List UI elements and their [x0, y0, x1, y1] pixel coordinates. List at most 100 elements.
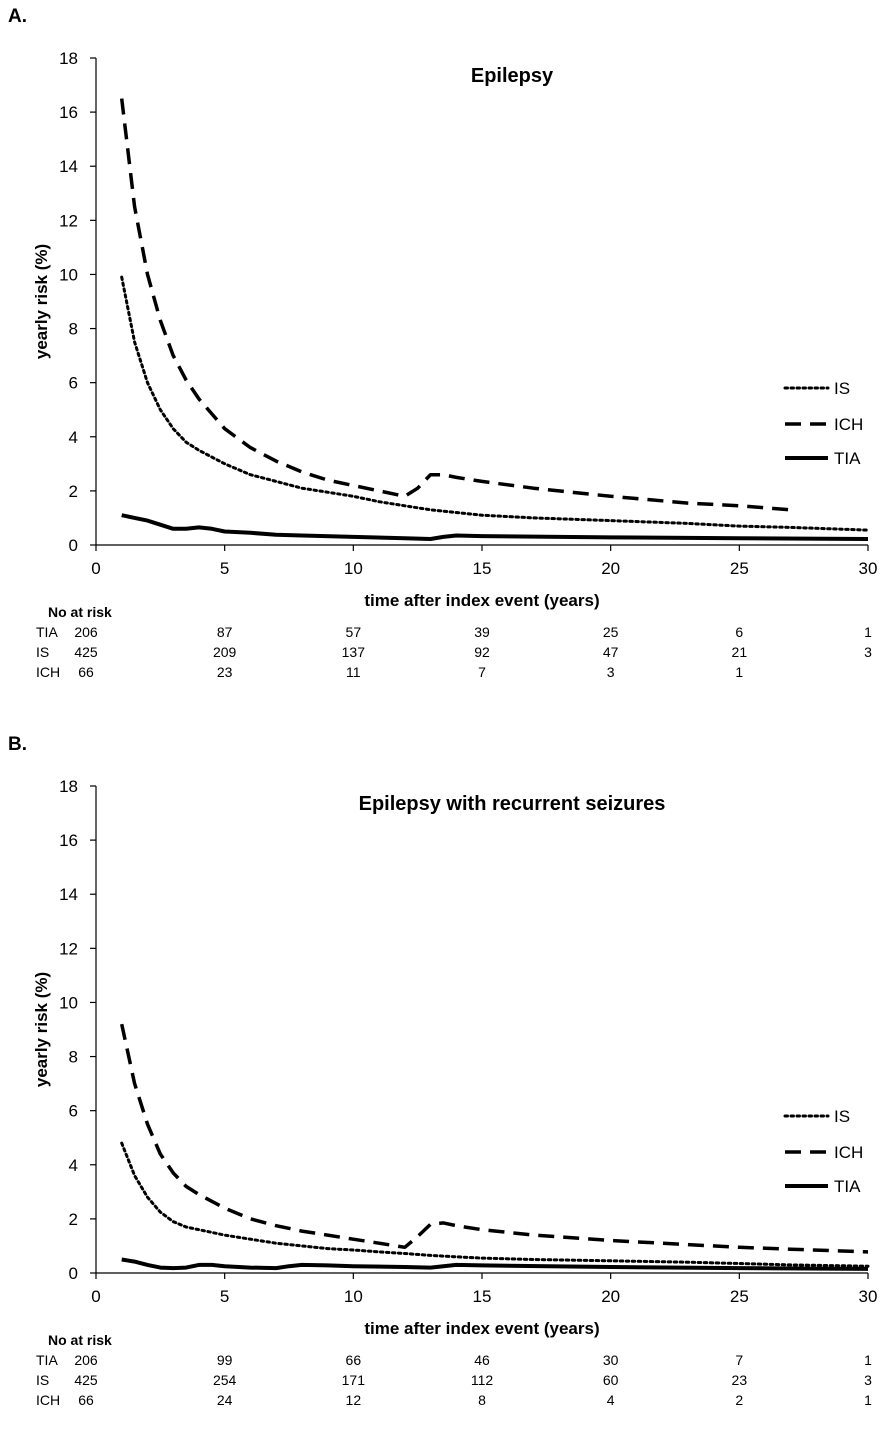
risk-count: 30 — [603, 1352, 619, 1368]
risk-count: 47 — [603, 644, 619, 660]
risk-table-header: No at risk — [48, 1332, 112, 1348]
risk-count: 23 — [732, 1372, 748, 1388]
risk-row-label: IS — [36, 644, 49, 660]
series-line-is — [120, 1141, 870, 1268]
legend-label-ich: ICH — [834, 415, 863, 434]
risk-count: 11 — [346, 664, 361, 680]
x-tick-label: 30 — [859, 1287, 878, 1306]
risk-count: 3 — [607, 664, 615, 680]
y-tick-label: 10 — [59, 993, 78, 1012]
y-axis-title: yearly risk (%) — [32, 972, 51, 1087]
risk-row-label: IS — [36, 1372, 49, 1388]
risk-count: 12 — [346, 1392, 362, 1408]
y-tick-label: 4 — [69, 428, 78, 447]
risk-count: 25 — [603, 624, 619, 640]
risk-count: 7 — [478, 664, 486, 680]
risk-count: 99 — [217, 1352, 233, 1368]
risk-count: 92 — [474, 644, 490, 660]
x-tick-label: 0 — [91, 1287, 100, 1306]
risk-count: 171 — [342, 1372, 366, 1388]
legend-label-tia: TIA — [834, 1177, 861, 1196]
risk-count: 425 — [74, 1372, 98, 1388]
risk-count: 7 — [735, 1352, 743, 1368]
chart-panel-a: A. 0 2 4 6 8 10 12 14 16 18 0 5 10 15 20 25 30 Epilepsy ti… — [0, 0, 881, 700]
risk-count: 21 — [732, 644, 748, 660]
y-tick-label: 14 — [59, 157, 78, 176]
risk-count: 137 — [342, 644, 366, 660]
risk-count: 8 — [478, 1392, 486, 1408]
y-tick-label: 4 — [69, 1156, 78, 1175]
risk-count: 6 — [735, 624, 743, 640]
y-tick-label: 12 — [59, 211, 78, 230]
risk-count: 66 — [346, 1352, 362, 1368]
x-tick-label: 20 — [601, 1287, 620, 1306]
risk-count: 87 — [217, 624, 233, 640]
x-tick-label: 15 — [473, 1287, 492, 1306]
x-tick-label: 10 — [344, 559, 363, 578]
y-tick-label: 16 — [59, 103, 78, 122]
risk-count: 1 — [864, 1352, 872, 1368]
risk-count: 1 — [735, 664, 743, 680]
risk-count: 254 — [213, 1372, 237, 1388]
y-tick-label: 6 — [69, 1102, 78, 1121]
risk-count: 425 — [74, 644, 98, 660]
risk-row-label: ICH — [36, 664, 60, 680]
risk-count: 24 — [217, 1392, 233, 1408]
x-tick-label: 25 — [730, 1287, 749, 1306]
risk-table-header: No at risk — [48, 604, 112, 620]
risk-count: 1 — [864, 1392, 872, 1408]
y-tick-label: 8 — [69, 1048, 78, 1067]
risk-count: 23 — [217, 664, 233, 680]
risk-count: 209 — [213, 644, 237, 660]
risk-row-label: ICH — [36, 1392, 60, 1408]
risk-count: 66 — [78, 664, 94, 680]
y-tick-label: 0 — [69, 536, 78, 555]
x-tick-label: 0 — [91, 559, 100, 578]
series-line-ich — [119, 1023, 869, 1254]
x-tick-label: 15 — [473, 559, 492, 578]
panel-label: B. — [8, 734, 27, 755]
legend-label-is: IS — [834, 1107, 850, 1126]
x-tick-label: 20 — [601, 559, 620, 578]
risk-count: 206 — [74, 1352, 98, 1368]
panel-label: A. — [8, 6, 27, 27]
legend-label-ich: ICH — [834, 1143, 863, 1162]
risk-count: 3 — [864, 644, 872, 660]
series-line-tia — [121, 513, 869, 541]
y-tick-label: 8 — [69, 320, 78, 339]
x-tick-label: 5 — [220, 559, 229, 578]
chart-title: Epilepsy — [471, 65, 554, 87]
y-tick-label: 10 — [59, 265, 78, 284]
risk-count: 57 — [346, 624, 362, 640]
legend-label-is: IS — [834, 379, 850, 398]
y-axis-title: yearly risk (%) — [32, 244, 51, 359]
legend-label-tia: TIA — [834, 449, 861, 468]
y-tick-label: 18 — [59, 777, 78, 796]
risk-count: 60 — [603, 1372, 619, 1388]
y-tick-label: 6 — [69, 374, 78, 393]
x-tick-label: 5 — [220, 1287, 229, 1306]
y-tick-label: 0 — [69, 1264, 78, 1283]
risk-count: 1 — [864, 624, 872, 640]
risk-count: 46 — [474, 1352, 490, 1368]
risk-count: 112 — [471, 1372, 494, 1388]
risk-row-label: TIA — [36, 624, 58, 640]
series-line-is — [120, 275, 870, 532]
risk-count: 66 — [78, 1392, 94, 1408]
series-line-ich — [119, 98, 791, 512]
y-tick-label: 16 — [59, 831, 78, 850]
risk-count: 4 — [607, 1392, 615, 1408]
series-line-tia — [121, 1257, 869, 1271]
x-axis-title: time after index event (years) — [364, 591, 599, 610]
chart-title: Epilepsy with recurrent seizures — [359, 793, 666, 815]
risk-count: 2 — [735, 1392, 743, 1408]
risk-row-label: TIA — [36, 1352, 58, 1368]
risk-count: 3 — [864, 1372, 872, 1388]
y-tick-label: 18 — [59, 49, 78, 68]
y-tick-label: 14 — [59, 885, 78, 904]
y-tick-label: 2 — [69, 1210, 78, 1229]
x-axis-title: time after index event (years) — [364, 1319, 599, 1338]
y-tick-label: 2 — [69, 482, 78, 501]
